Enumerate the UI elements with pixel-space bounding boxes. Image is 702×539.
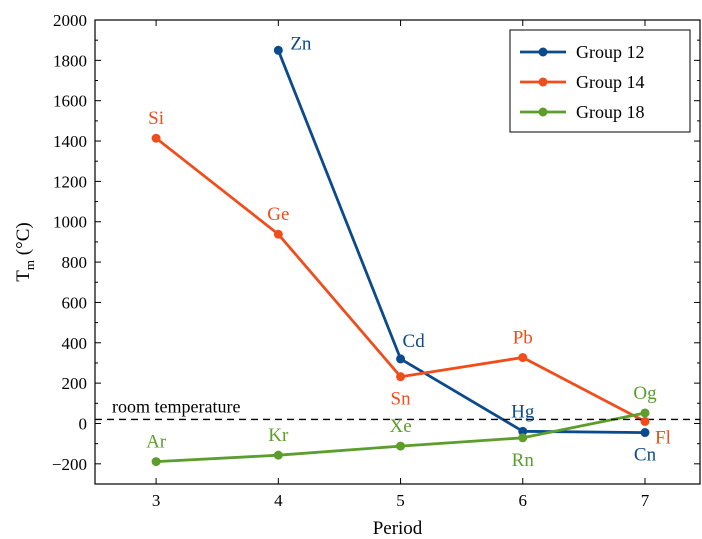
data-point xyxy=(640,408,650,418)
element-label: Cd xyxy=(403,331,426,352)
y-tick-label: 2000 xyxy=(53,11,87,30)
y-tick-label: 1200 xyxy=(53,172,87,191)
x-tick-label: 5 xyxy=(396,491,405,510)
element-label: Cn xyxy=(634,445,657,466)
data-point xyxy=(151,133,161,143)
y-tick-label: 1400 xyxy=(53,132,87,151)
x-tick-label: 3 xyxy=(152,491,161,510)
element-label: Fl xyxy=(655,427,671,448)
y-tick-label: 1800 xyxy=(53,51,87,70)
data-point xyxy=(640,428,650,438)
element-label: Og xyxy=(633,383,657,404)
reference-line-label: room temperature xyxy=(112,396,240,416)
legend-marker xyxy=(538,77,548,87)
data-point xyxy=(273,45,283,55)
data-point xyxy=(396,354,406,364)
axes: −200 0 200 400 600 800 1000 1200 1400 1600 1800 200… xyxy=(52,11,701,510)
y-tick-label: 0 xyxy=(79,414,88,433)
data-point xyxy=(273,229,283,239)
data-point xyxy=(640,416,650,426)
y-axis-title-sub: m xyxy=(22,260,37,270)
x-tick-label: 4 xyxy=(274,491,283,510)
y-axis-title-base: T xyxy=(13,270,34,282)
element-label: Xe xyxy=(389,416,411,437)
y-tick-label: 600 xyxy=(62,293,88,312)
data-points xyxy=(151,45,650,467)
legend-marker xyxy=(538,107,548,117)
element-label: Rn xyxy=(512,450,535,471)
element-label: Hg xyxy=(511,401,535,422)
series-line-1 xyxy=(276,49,646,434)
point-labels: Zn Cd Hg Cn Si Ge Sn Pb Fl Ar Kr Xe Rn Og xyxy=(146,33,671,471)
element-label: Ge xyxy=(267,204,289,225)
y-tick-label: 200 xyxy=(62,374,88,393)
y-axis-title: Tm (°C) xyxy=(13,222,37,281)
element-label: Zn xyxy=(290,33,312,54)
y-tick-label: 800 xyxy=(62,253,88,272)
y-tick-label: 400 xyxy=(62,334,88,353)
y-tick-label: 1600 xyxy=(53,92,87,111)
element-label: Si xyxy=(148,108,164,129)
legend-label: Group 12 xyxy=(576,42,645,62)
x-tick-label: 6 xyxy=(519,491,528,510)
data-point xyxy=(518,426,528,436)
legend: Group 12 Group 14 Group 18 xyxy=(509,29,691,133)
element-label: Pb xyxy=(513,328,533,349)
legend-label: Group 18 xyxy=(576,102,645,122)
y-tick-label: −200 xyxy=(52,455,87,474)
plot-frame xyxy=(94,19,701,485)
legend-label: Group 14 xyxy=(576,72,645,92)
data-point xyxy=(273,450,283,460)
element-label: Ar xyxy=(146,432,167,453)
element-label: Kr xyxy=(268,425,289,446)
y-axis-title-unit: (°C) xyxy=(13,222,34,260)
y-tick-label: 1000 xyxy=(53,213,87,232)
data-point xyxy=(151,457,161,467)
element-label: Sn xyxy=(391,389,412,410)
x-axis-title: Period xyxy=(373,518,423,539)
legend-marker xyxy=(538,47,548,57)
data-point xyxy=(518,433,528,443)
data-point xyxy=(518,353,528,363)
data-point xyxy=(396,372,406,382)
data-point xyxy=(396,441,406,451)
x-tick-label: 7 xyxy=(641,491,650,510)
